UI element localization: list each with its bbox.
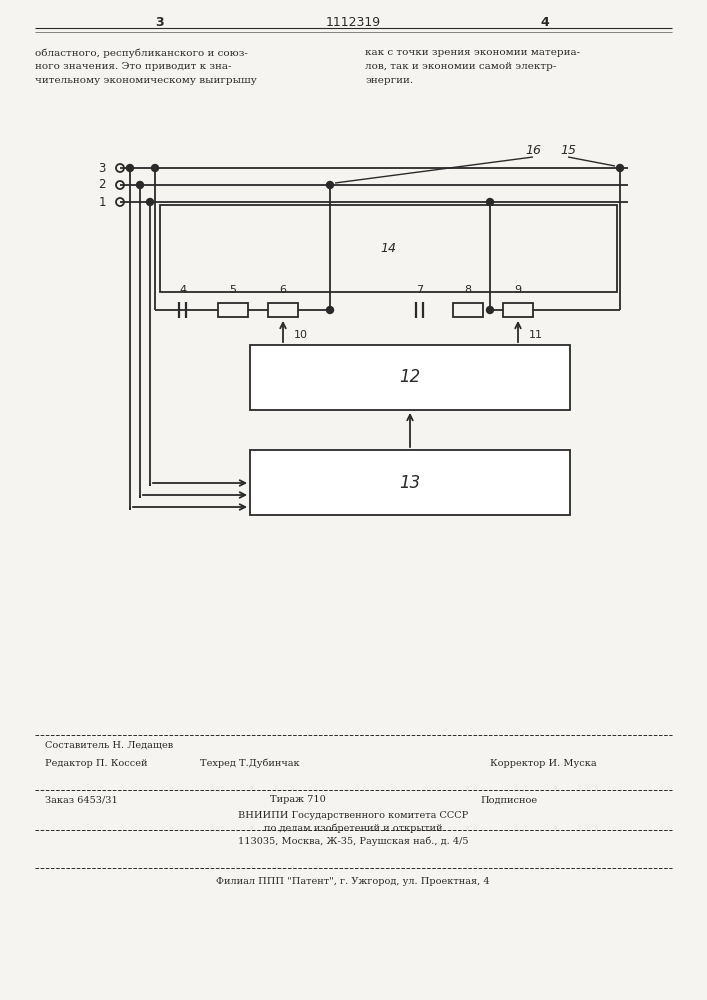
Text: 1: 1 [98,196,106,209]
Text: 12: 12 [399,368,421,386]
Bar [218,303,248,317]
Text: 8: 8 [464,285,472,295]
Bar [453,303,483,317]
Text: 6: 6 [279,285,286,295]
Text: 113035, Москва, Ж-35, Раушская наб., д. 4/5: 113035, Москва, Ж-35, Раушская наб., д. … [238,836,468,846]
Bar [160,205,617,292]
Text: по делам изобретений и открытий: по делам изобретений и открытий [264,823,443,833]
Circle shape [327,182,334,188]
Text: 4: 4 [541,15,549,28]
Text: 15: 15 [560,143,576,156]
Text: 5: 5 [230,285,237,295]
Text: 13: 13 [399,474,421,491]
Text: ного значения. Это приводит к зна-: ного значения. Это приводит к зна- [35,62,231,71]
Bar [503,303,533,317]
Text: Заказ 6453/31: Заказ 6453/31 [45,796,118,804]
Text: 10: 10 [294,330,308,340]
Circle shape [151,164,158,172]
Text: областного, республиканского и союз-: областного, республиканского и союз- [35,48,248,57]
Text: 9: 9 [515,285,522,295]
Text: 3: 3 [156,15,164,28]
Text: 14: 14 [380,242,397,255]
Text: Составитель Н. Ледащев: Составитель Н. Ледащев [45,740,173,750]
Circle shape [486,198,493,206]
Text: 11: 11 [529,330,543,340]
Circle shape [617,164,624,172]
Text: 16: 16 [525,143,541,156]
Text: Тираж 710: Тираж 710 [270,796,326,804]
Text: 4: 4 [180,285,187,295]
Circle shape [127,164,134,172]
Bar [268,303,298,317]
Text: 7: 7 [416,285,423,295]
Circle shape [327,306,334,314]
Text: Техред Т.Дубинчак: Техред Т.Дубинчак [200,758,300,768]
Text: Корректор И. Муска: Корректор И. Муска [490,758,597,768]
Text: ВНИИПИ Государственного комитета СССР: ВНИИПИ Государственного комитета СССР [238,810,468,820]
Text: энергии.: энергии. [365,76,413,85]
Text: лов, так и экономии самой электр-: лов, так и экономии самой электр- [365,62,556,71]
Circle shape [486,306,493,314]
Circle shape [146,198,153,206]
Bar [250,345,570,410]
Text: как с точки зрения экономии материа-: как с точки зрения экономии материа- [365,48,580,57]
Text: 1112319: 1112319 [325,15,380,28]
Text: Филиал ППП "Патент", г. Ужгород, ул. Проектная, 4: Филиал ППП "Патент", г. Ужгород, ул. Про… [216,878,490,886]
Text: Редактор П. Коссей: Редактор П. Коссей [45,758,148,768]
Text: Подписное: Подписное [480,796,537,804]
Circle shape [136,182,144,188]
Text: 3: 3 [98,161,105,174]
Text: 2: 2 [98,178,106,192]
Text: чительному экономическому выигрышу: чительному экономическому выигрышу [35,76,257,85]
Bar [250,450,570,515]
